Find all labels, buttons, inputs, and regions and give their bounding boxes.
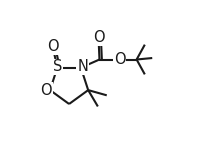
Text: O: O	[114, 52, 125, 67]
Text: O: O	[93, 30, 105, 45]
Text: N: N	[77, 59, 88, 74]
Text: S: S	[53, 59, 62, 74]
Text: O: O	[48, 39, 59, 54]
Text: O: O	[40, 83, 52, 98]
